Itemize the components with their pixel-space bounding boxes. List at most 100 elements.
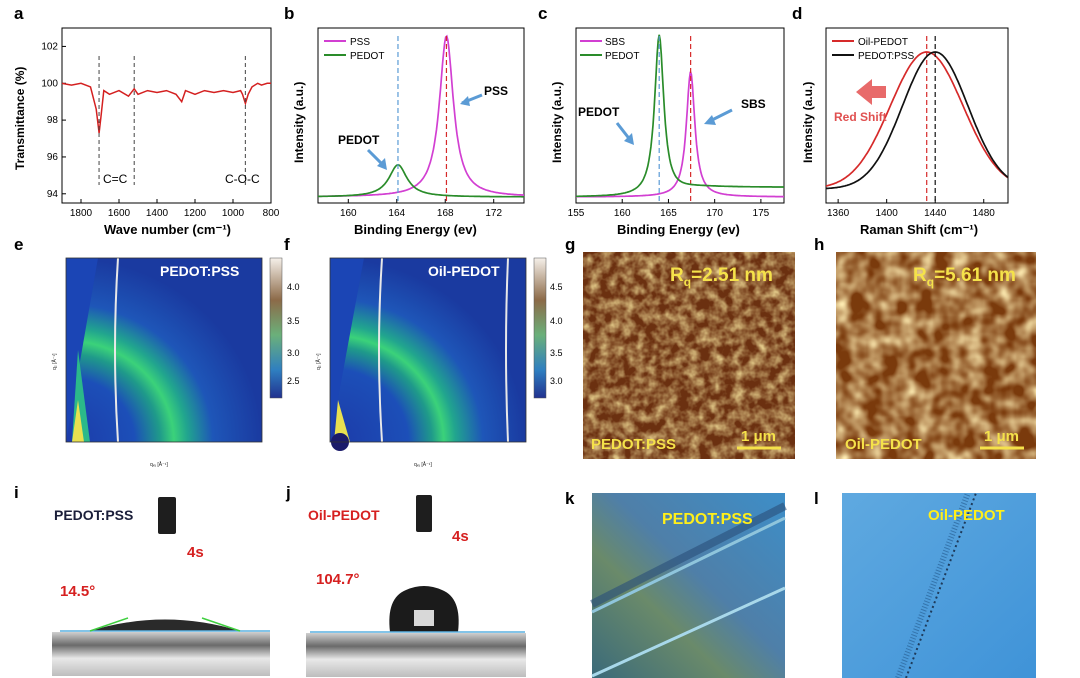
- panel-label-k: k: [565, 489, 575, 508]
- chart-b-series-0: [318, 34, 524, 198]
- panel-label-b: b: [284, 4, 294, 23]
- gixd-e-cbar-3: 3.0: [287, 348, 300, 358]
- chart-c-series-1: [576, 34, 784, 198]
- gixd-f-cbar-3: 3.5: [550, 348, 563, 358]
- chart-a-series-line: [62, 82, 271, 134]
- chart-d-series-0: [826, 51, 1008, 187]
- chart-d-frame: [825, 27, 1009, 204]
- micro-k-sample: PEDOT:PSS: [662, 511, 753, 528]
- micrograph-k: PEDOT:PSS: [590, 493, 787, 678]
- chart-d-legend-1: Oil-PEDOT: [858, 37, 908, 48]
- chart-d-xtick-label-1: 1400: [876, 208, 899, 219]
- chart-c-series-0: [576, 71, 784, 198]
- chart-a-xtick-label-5: 800: [263, 208, 280, 219]
- chart-b-xtick-label-2: 168: [437, 208, 454, 219]
- needle-j: [416, 495, 432, 532]
- droplet-j: [389, 586, 459, 632]
- gixd-f-title: Oil-PEDOT: [428, 263, 500, 279]
- chart-c-annot-pedot: PEDOT: [578, 105, 620, 119]
- chart-d: 1360 1400 1440 1480: [826, 36, 1008, 219]
- chart-b-series-1: [318, 163, 524, 198]
- chart-a-ytick-label-4: 102: [41, 41, 58, 52]
- chart-d-xlabel: Raman Shift (cm⁻¹): [860, 222, 978, 237]
- chart-a: 1800 1600 1400 1200 1000 800 94 96 98 100 102: [41, 41, 279, 219]
- chart-c-arrow-sbs-head: [704, 115, 716, 125]
- panel-label-g: g: [565, 235, 575, 254]
- chart-a-annot-coc: C-O-C: [225, 172, 260, 186]
- chart-a-xlabel: Wave number (cm⁻¹): [104, 222, 231, 237]
- chart-c-xtick-label-3: 170: [706, 208, 723, 219]
- chart-c-xtick-label-0: 155: [568, 208, 585, 219]
- chart-b-frame: [317, 27, 525, 204]
- chart-c-legend-1: SBS: [605, 37, 625, 48]
- afm-h-rq: Rq=5.61 nm: [913, 265, 1016, 289]
- gixd-e: PEDOT:PSS 4.0 3.5 3.0 2.5 q₂ [Å⁻¹] qₓᵧ […: [51, 257, 300, 468]
- chart-b-xtick-label-3: 172: [485, 208, 502, 219]
- gixd-e-axis-x: qₓᵧ [Å⁻¹]: [150, 461, 168, 468]
- ca-i-time: 4s: [187, 544, 204, 561]
- ca-j-angle: 104.7°: [316, 571, 360, 588]
- chart-b-annot-pss: PSS: [484, 84, 508, 98]
- chart-d-xtick-label-0: 1360: [827, 208, 850, 219]
- gixd-f-axis-y: q₂ [Å⁻¹]: [315, 353, 322, 370]
- panel-label-i: i: [14, 483, 19, 502]
- chart-b-legend-2: PEDOT: [350, 51, 384, 62]
- gixd-e-cbar-1: 4.0: [287, 282, 300, 292]
- gixd-f-cbar-4: 3.0: [550, 376, 563, 386]
- chart-c-xtick-label-4: 175: [753, 208, 770, 219]
- chart-b-legend-1: PSS: [350, 37, 370, 48]
- chart-b-ylabel: Intensity (a.u.): [292, 82, 306, 163]
- substrate-j: [306, 633, 526, 677]
- chart-c-frame: [575, 27, 785, 204]
- panel-label-h: h: [814, 235, 824, 254]
- afm-g: Rq=2.51 nm PEDOT:PSS 1 μm: [583, 252, 795, 459]
- chart-a-ytick-label-3: 100: [41, 78, 58, 89]
- chart-c-legend-2: PEDOT: [605, 51, 639, 62]
- panel-label-e: e: [14, 235, 23, 254]
- gixd-e-cbar-2: 3.5: [287, 316, 300, 326]
- panel-label-f: f: [284, 235, 290, 254]
- gixd-f-cbar-1: 4.5: [550, 282, 563, 292]
- chart-b-annot-pedot: PEDOT: [338, 133, 380, 147]
- afm-h: Rq=5.61 nm Oil-PEDOT 1 μm: [836, 252, 1036, 459]
- gixd-e-cbar-4: 2.5: [287, 376, 300, 386]
- chart-d-redshift-arrow: [856, 79, 886, 105]
- chart-c-annot-sbs: SBS: [741, 97, 766, 111]
- micrograph-l: Oil-PEDOT: [842, 491, 1036, 678]
- gixd-e-axis-y: q₂ [Å⁻¹]: [51, 353, 58, 370]
- gixd-f-colorbar: [533, 257, 547, 399]
- afm-g-rq: Rq=2.51 nm: [670, 265, 773, 289]
- chart-c-xtick-label-2: 165: [660, 208, 677, 219]
- gixd-f: Oil-PEDOT 4.5 4.0 3.5 3.0 q₂ [Å⁻¹] qₓᵧ […: [315, 257, 563, 468]
- chart-a-ytick-label-1: 96: [47, 152, 59, 163]
- panel-label-l: l: [814, 489, 819, 508]
- panel-label-d: d: [792, 4, 802, 23]
- gixd-e-title: PEDOT:PSS: [160, 263, 239, 279]
- chart-b-xlabel: Binding Energy (ev): [354, 222, 477, 237]
- chart-a-ylabel: Transmittance (%): [13, 67, 27, 170]
- ca-i-sample: PEDOT:PSS: [54, 507, 133, 523]
- chart-a-xtick-label-3: 1200: [184, 208, 207, 219]
- chart-d-xtick-label-2: 1440: [924, 208, 947, 219]
- chart-b-xtick-label-1: 164: [388, 208, 405, 219]
- panel-label-j: j: [285, 483, 291, 502]
- chart-a-xtick-label-4: 1000: [222, 208, 245, 219]
- chart-c: 155 160 165 170 175: [568, 34, 784, 219]
- panel-label-a: a: [14, 4, 24, 23]
- contact-angle-j: Oil-PEDOT 4s 104.7°: [306, 495, 526, 677]
- gixd-f-cbar-2: 4.0: [550, 316, 563, 326]
- afm-g-sample: PEDOT:PSS: [591, 436, 676, 453]
- substrate-i: [52, 632, 270, 676]
- chart-a-xtick-label-2: 1400: [146, 208, 169, 219]
- contact-angle-i: PEDOT:PSS 4s 14.5°: [52, 497, 270, 676]
- ca-i-angle: 14.5°: [60, 583, 95, 600]
- micro-l-sample: Oil-PEDOT: [928, 507, 1005, 524]
- chart-a-frame: [61, 27, 272, 204]
- chart-a-ytick-label-2: 98: [47, 115, 59, 126]
- gixd-e-colorbar: [269, 257, 283, 399]
- chart-d-xtick-label-3: 1480: [973, 208, 996, 219]
- droplet-i: [90, 619, 240, 631]
- chart-b: 160 164 168 172: [318, 34, 524, 219]
- chart-a-xtick-label-1: 1600: [108, 208, 131, 219]
